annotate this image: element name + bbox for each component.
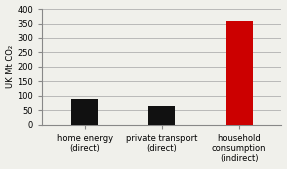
Bar (226, 21, 253, 125)
Y-axis label: UK Mt CO₂: UK Mt CO₂ (5, 45, 15, 88)
Bar (148, 106, 175, 125)
Bar (71, 99, 98, 125)
